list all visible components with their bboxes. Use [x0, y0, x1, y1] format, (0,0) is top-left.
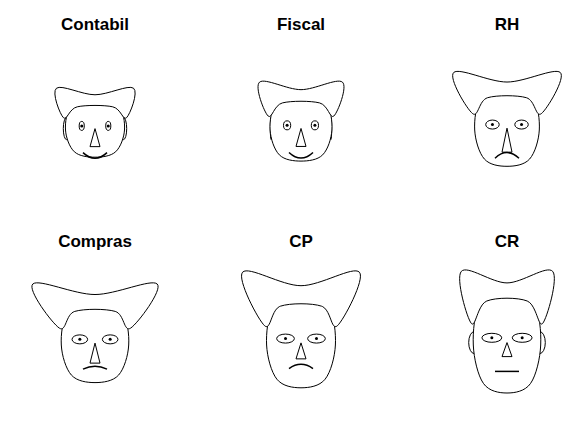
face-outline — [270, 99, 332, 161]
eye — [72, 335, 88, 344]
face-outline — [473, 297, 541, 393]
nose — [502, 343, 512, 357]
pupil — [80, 124, 83, 127]
face-outline — [65, 103, 124, 157]
mouth — [495, 371, 519, 373]
face-outline — [266, 302, 335, 388]
face — [258, 81, 344, 161]
face — [55, 87, 135, 158]
eye — [283, 121, 290, 130]
eye — [102, 335, 118, 344]
hat — [453, 71, 562, 114]
mouth — [495, 153, 519, 159]
face-label: Compras — [58, 232, 132, 251]
face — [242, 271, 361, 388]
nose — [296, 128, 306, 146]
hat — [55, 87, 135, 118]
face — [460, 270, 555, 393]
face — [453, 71, 562, 166]
pupil — [313, 124, 316, 127]
eye — [512, 333, 532, 342]
nose — [296, 343, 306, 359]
hat — [460, 270, 555, 324]
eye — [308, 334, 326, 343]
eye — [277, 334, 295, 343]
mouth — [83, 366, 107, 369]
face-outline — [475, 94, 540, 167]
eye — [311, 121, 318, 130]
mouth — [83, 153, 107, 159]
pupil — [490, 336, 493, 339]
pupil — [107, 124, 110, 127]
pupil — [491, 123, 494, 126]
eye — [482, 333, 502, 342]
face-label: Contabil — [61, 15, 129, 34]
pupil — [520, 123, 523, 126]
pupil — [521, 336, 524, 339]
face — [32, 283, 158, 383]
pupil — [315, 337, 318, 340]
faces: Contabil Fiscal RH Compras CP CR — [32, 15, 561, 393]
nose — [502, 128, 512, 152]
face-label: CP — [289, 232, 313, 251]
eye — [106, 121, 111, 130]
nose — [90, 343, 100, 363]
face-label: Fiscal — [277, 15, 325, 34]
eye — [515, 120, 529, 129]
hat — [32, 283, 158, 329]
hat — [242, 271, 361, 327]
mouth — [289, 152, 313, 158]
face-label: CR — [495, 232, 520, 251]
pupil — [109, 338, 112, 341]
face-outline — [61, 307, 129, 382]
face-label: RH — [495, 15, 520, 34]
pupil — [284, 337, 287, 340]
nose — [90, 129, 100, 147]
eye — [79, 121, 84, 130]
eye — [486, 120, 500, 129]
mouth — [289, 364, 313, 368]
pupil — [286, 124, 289, 127]
chart: Contabil Fiscal RH Compras CP CR — [0, 0, 577, 421]
hat — [258, 81, 344, 116]
pupil — [78, 338, 81, 341]
